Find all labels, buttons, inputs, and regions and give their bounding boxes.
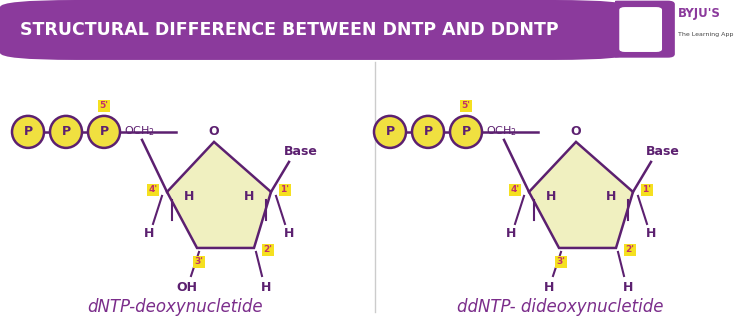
Text: P: P <box>23 125 32 138</box>
Text: 2': 2' <box>263 246 272 254</box>
Circle shape <box>12 116 44 148</box>
Circle shape <box>50 116 82 148</box>
Text: STRUCTURAL DIFFERENCE BETWEEN DNTP AND DDNTP: STRUCTURAL DIFFERENCE BETWEEN DNTP AND D… <box>20 21 559 39</box>
Text: P: P <box>386 125 394 138</box>
Text: H: H <box>546 191 556 203</box>
Text: P: P <box>461 125 470 138</box>
Text: 3': 3' <box>556 258 566 266</box>
Text: BYJU'S: BYJU'S <box>678 7 721 20</box>
FancyBboxPatch shape <box>0 0 630 60</box>
Text: 1': 1' <box>280 185 290 194</box>
Text: P: P <box>100 125 109 138</box>
Text: H: H <box>622 282 633 295</box>
Text: H: H <box>506 227 516 240</box>
Text: H: H <box>606 191 616 203</box>
Text: 3': 3' <box>194 258 203 266</box>
FancyBboxPatch shape <box>610 1 675 58</box>
Text: Base: Base <box>284 145 318 158</box>
Text: H: H <box>261 282 272 295</box>
Text: 5': 5' <box>100 101 109 110</box>
Text: B: B <box>638 23 647 36</box>
Circle shape <box>412 116 444 148</box>
Text: P: P <box>424 125 433 138</box>
Text: H: H <box>244 191 254 203</box>
Text: 4': 4' <box>148 185 158 194</box>
Text: Base: Base <box>646 145 680 158</box>
Text: The Learning App: The Learning App <box>678 32 733 37</box>
Text: OCH$_2$: OCH$_2$ <box>486 124 518 138</box>
Polygon shape <box>167 142 271 248</box>
Text: 1': 1' <box>643 185 652 194</box>
Text: dNTP-deoxynucletide: dNTP-deoxynucletide <box>87 298 262 316</box>
Text: H: H <box>646 227 656 240</box>
Text: H: H <box>184 191 194 203</box>
Text: O: O <box>209 125 219 138</box>
Circle shape <box>450 116 482 148</box>
Text: 5': 5' <box>461 101 470 110</box>
Text: 2': 2' <box>626 246 634 254</box>
Text: H: H <box>544 282 554 295</box>
Text: 4': 4' <box>511 185 520 194</box>
FancyBboxPatch shape <box>620 7 662 52</box>
Text: H: H <box>284 227 294 240</box>
Text: OH: OH <box>176 282 197 295</box>
Text: OCH$_2$: OCH$_2$ <box>124 124 155 138</box>
Text: H: H <box>144 227 154 240</box>
Text: P: P <box>62 125 70 138</box>
Text: O: O <box>571 125 581 138</box>
Polygon shape <box>529 142 633 248</box>
Circle shape <box>374 116 406 148</box>
Text: ddNTP- dideoxynucletide: ddNTP- dideoxynucletide <box>457 298 663 316</box>
Circle shape <box>88 116 120 148</box>
